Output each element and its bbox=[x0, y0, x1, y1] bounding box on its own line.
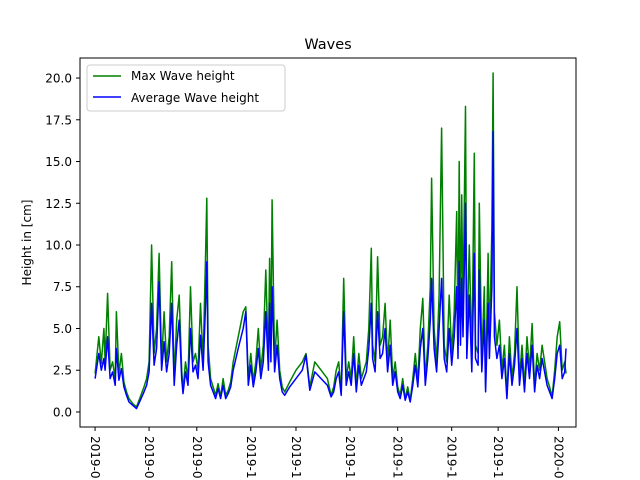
x-tick-label: 2019-1 bbox=[391, 436, 405, 479]
x-tick-label: 2019-1 bbox=[289, 436, 303, 479]
x-tick-label: 2019-0 bbox=[88, 436, 102, 479]
x-ticks: 2019-0 2019-0 2019-0 2019-1 2019-1 2019-1 2019… bbox=[88, 427, 565, 479]
legend-box bbox=[86, 64, 286, 112]
y-ticks: 0.0 2.5 5.0 7.5 10.0 12.5 15.0 17.5 20.0 bbox=[45, 72, 80, 419]
series-lines bbox=[94, 72, 567, 410]
x-tick-label: 2019-1 bbox=[491, 436, 505, 479]
plot-frame bbox=[79, 57, 577, 428]
y-tick-label: 12.5 bbox=[45, 197, 72, 211]
x-tick-label: 2019-1 bbox=[244, 436, 258, 479]
y-tick-label: 10.0 bbox=[45, 239, 72, 253]
y-tick-label: 7.5 bbox=[53, 280, 72, 294]
legend-label-average: Average Wave height bbox=[131, 91, 259, 105]
y-axis-label: Height in [cm] bbox=[20, 200, 34, 286]
legend-label-max: Max Wave height bbox=[131, 69, 235, 83]
y-tick-label: 0.0 bbox=[53, 405, 72, 419]
x-tick-label: 2019-1 bbox=[343, 436, 357, 479]
x-tick-label: 2019-0 bbox=[190, 436, 204, 479]
y-tick-label: 17.5 bbox=[45, 113, 72, 127]
x-tick-label: 2019-1 bbox=[445, 436, 459, 479]
series-line-average-wave-height bbox=[94, 130, 567, 410]
y-tick-label: 20.0 bbox=[45, 72, 72, 86]
chart-title: Waves bbox=[304, 37, 351, 53]
y-tick-label: 15.0 bbox=[45, 155, 72, 169]
y-tick-label: 2.5 bbox=[53, 364, 72, 378]
x-tick-label: 2020-0 bbox=[551, 436, 565, 479]
legend: Max Wave height Average Wave height bbox=[86, 64, 286, 112]
x-tick-label: 2019-0 bbox=[142, 436, 156, 479]
y-tick-label: 5.0 bbox=[53, 322, 72, 336]
